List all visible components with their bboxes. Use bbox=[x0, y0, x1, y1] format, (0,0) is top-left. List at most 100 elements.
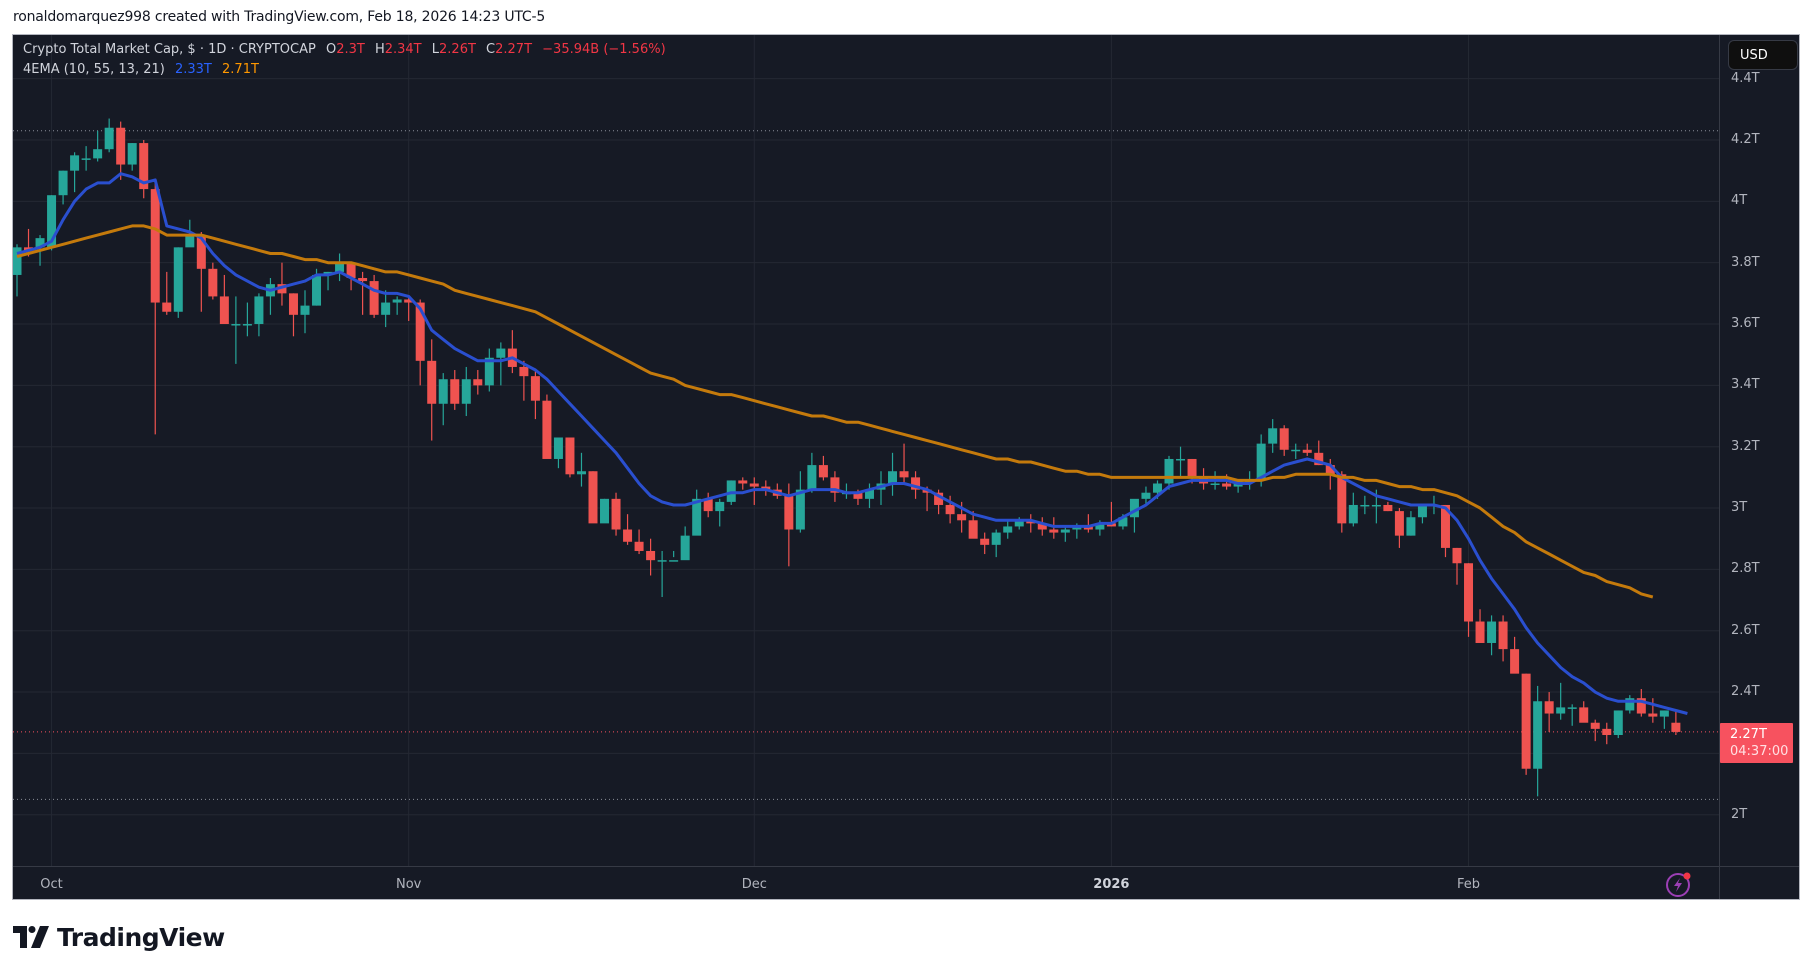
candle-body[interactable] bbox=[576, 471, 586, 475]
candle-body[interactable] bbox=[1325, 465, 1335, 475]
candle-body[interactable] bbox=[1567, 707, 1577, 709]
candle-body[interactable] bbox=[427, 360, 437, 404]
candle-body[interactable] bbox=[438, 379, 448, 404]
candle-body[interactable] bbox=[1521, 673, 1531, 769]
candle-body[interactable] bbox=[1659, 710, 1669, 717]
candle-body[interactable] bbox=[150, 189, 160, 303]
candle-body[interactable] bbox=[1348, 504, 1358, 524]
candle-body[interactable] bbox=[346, 262, 356, 279]
candle-body[interactable] bbox=[1083, 526, 1093, 530]
candle-body[interactable] bbox=[81, 158, 91, 160]
candle-body[interactable] bbox=[726, 480, 736, 502]
candle-body[interactable] bbox=[1291, 449, 1301, 452]
candle-body[interactable] bbox=[1360, 504, 1370, 507]
candle-body[interactable] bbox=[1371, 504, 1381, 507]
candle-body[interactable] bbox=[1383, 504, 1393, 512]
candle-body[interactable] bbox=[680, 535, 690, 561]
candle-body[interactable] bbox=[1314, 452, 1324, 466]
candle-body[interactable] bbox=[1613, 710, 1623, 735]
candle-body[interactable] bbox=[1590, 722, 1600, 729]
candle-body[interactable] bbox=[35, 238, 45, 248]
candle-body[interactable] bbox=[853, 492, 863, 499]
candle-body[interactable] bbox=[899, 471, 909, 478]
candle-body[interactable] bbox=[1210, 483, 1220, 486]
candle-body[interactable] bbox=[358, 278, 368, 282]
candle-body[interactable] bbox=[1095, 523, 1105, 530]
candle-body[interactable] bbox=[484, 357, 494, 386]
candle-body[interactable] bbox=[646, 550, 656, 561]
currency-button[interactable]: USD bbox=[1728, 40, 1798, 70]
candle-body[interactable] bbox=[162, 302, 172, 312]
candle-body[interactable] bbox=[1141, 492, 1151, 499]
candle-body[interactable] bbox=[945, 504, 955, 515]
candle-body[interactable] bbox=[127, 143, 137, 165]
candle-body[interactable] bbox=[1671, 722, 1681, 732]
candle-body[interactable] bbox=[208, 268, 218, 297]
candle-body[interactable] bbox=[242, 324, 252, 326]
candle-body[interactable] bbox=[173, 247, 183, 312]
candle-body[interactable] bbox=[104, 127, 114, 150]
candle-body[interactable] bbox=[1176, 458, 1186, 461]
candle-body[interactable] bbox=[335, 262, 345, 272]
candle-body[interactable] bbox=[888, 471, 898, 484]
candle-body[interactable] bbox=[1187, 458, 1197, 478]
candle-body[interactable] bbox=[1648, 713, 1658, 717]
candle-body[interactable] bbox=[185, 235, 195, 248]
candle-body[interactable] bbox=[1417, 504, 1427, 518]
candle-body[interactable] bbox=[1256, 443, 1266, 481]
candle-body[interactable] bbox=[1118, 517, 1128, 527]
candle-body[interactable] bbox=[1106, 523, 1116, 527]
candle-body[interactable] bbox=[830, 477, 840, 493]
candle-body[interactable] bbox=[139, 143, 149, 190]
candle-body[interactable] bbox=[1302, 449, 1312, 453]
candle-body[interactable] bbox=[703, 498, 713, 512]
candle-body[interactable] bbox=[1464, 563, 1474, 622]
candle-body[interactable] bbox=[692, 498, 702, 536]
candle-body[interactable] bbox=[530, 376, 540, 401]
candle-body[interactable] bbox=[58, 170, 68, 196]
candle-body[interactable] bbox=[369, 281, 379, 315]
lightning-bolt-icon[interactable] bbox=[1664, 869, 1694, 899]
candle-body[interactable] bbox=[70, 155, 80, 171]
candle-body[interactable] bbox=[957, 514, 967, 521]
candle-body[interactable] bbox=[1475, 621, 1485, 643]
symbol-title[interactable]: Crypto Total Market Cap, $ · 1D · CRYPTO… bbox=[23, 42, 316, 57]
candle-body[interactable] bbox=[1556, 707, 1566, 714]
price-pane[interactable]: Crypto Total Market Cap, $ · 1D · CRYPTO… bbox=[13, 35, 1719, 897]
candle-body[interactable] bbox=[1544, 701, 1554, 714]
candle-body[interactable] bbox=[1440, 504, 1450, 548]
candle-body[interactable] bbox=[657, 560, 667, 562]
candle-body[interactable] bbox=[300, 305, 310, 315]
candle-body[interactable] bbox=[1498, 621, 1508, 650]
candle-body[interactable] bbox=[1394, 511, 1404, 536]
candle-body[interactable] bbox=[1268, 428, 1278, 444]
time-axis[interactable]: Oct Nov Dec 2026 Feb bbox=[13, 866, 1719, 899]
candle-body[interactable] bbox=[1487, 621, 1497, 643]
candle-body[interactable] bbox=[1579, 707, 1589, 723]
candle-body[interactable] bbox=[749, 483, 759, 487]
candle-body[interactable] bbox=[1049, 529, 1059, 533]
candle-body[interactable] bbox=[795, 489, 805, 530]
candle-body[interactable] bbox=[1406, 517, 1416, 536]
candle-body[interactable] bbox=[1129, 498, 1139, 518]
candle-body[interactable] bbox=[519, 366, 529, 377]
candle-body[interactable] bbox=[219, 296, 229, 325]
candle-body[interactable] bbox=[496, 348, 506, 358]
indicator-legend-row[interactable]: 4EMA (10, 55, 13, 21) 2.33T 2.71T bbox=[23, 60, 666, 80]
candle-body[interactable] bbox=[934, 492, 944, 505]
candle-body[interactable] bbox=[13, 247, 22, 275]
candle-body[interactable] bbox=[1602, 728, 1612, 735]
candle-body[interactable] bbox=[715, 501, 725, 512]
candle-body[interactable] bbox=[1060, 529, 1070, 533]
candle-body[interactable] bbox=[1072, 526, 1082, 530]
candle-body[interactable] bbox=[565, 437, 575, 475]
candle-body[interactable] bbox=[1014, 520, 1024, 527]
candle-body[interactable] bbox=[392, 299, 402, 303]
candle-body[interactable] bbox=[288, 293, 298, 315]
candle-body[interactable] bbox=[542, 400, 552, 459]
candle-body[interactable] bbox=[553, 437, 563, 459]
candle-body[interactable] bbox=[381, 302, 391, 315]
candle-body[interactable] bbox=[1510, 649, 1520, 674]
candle-body[interactable] bbox=[1533, 701, 1543, 769]
candle-body[interactable] bbox=[1037, 523, 1047, 530]
